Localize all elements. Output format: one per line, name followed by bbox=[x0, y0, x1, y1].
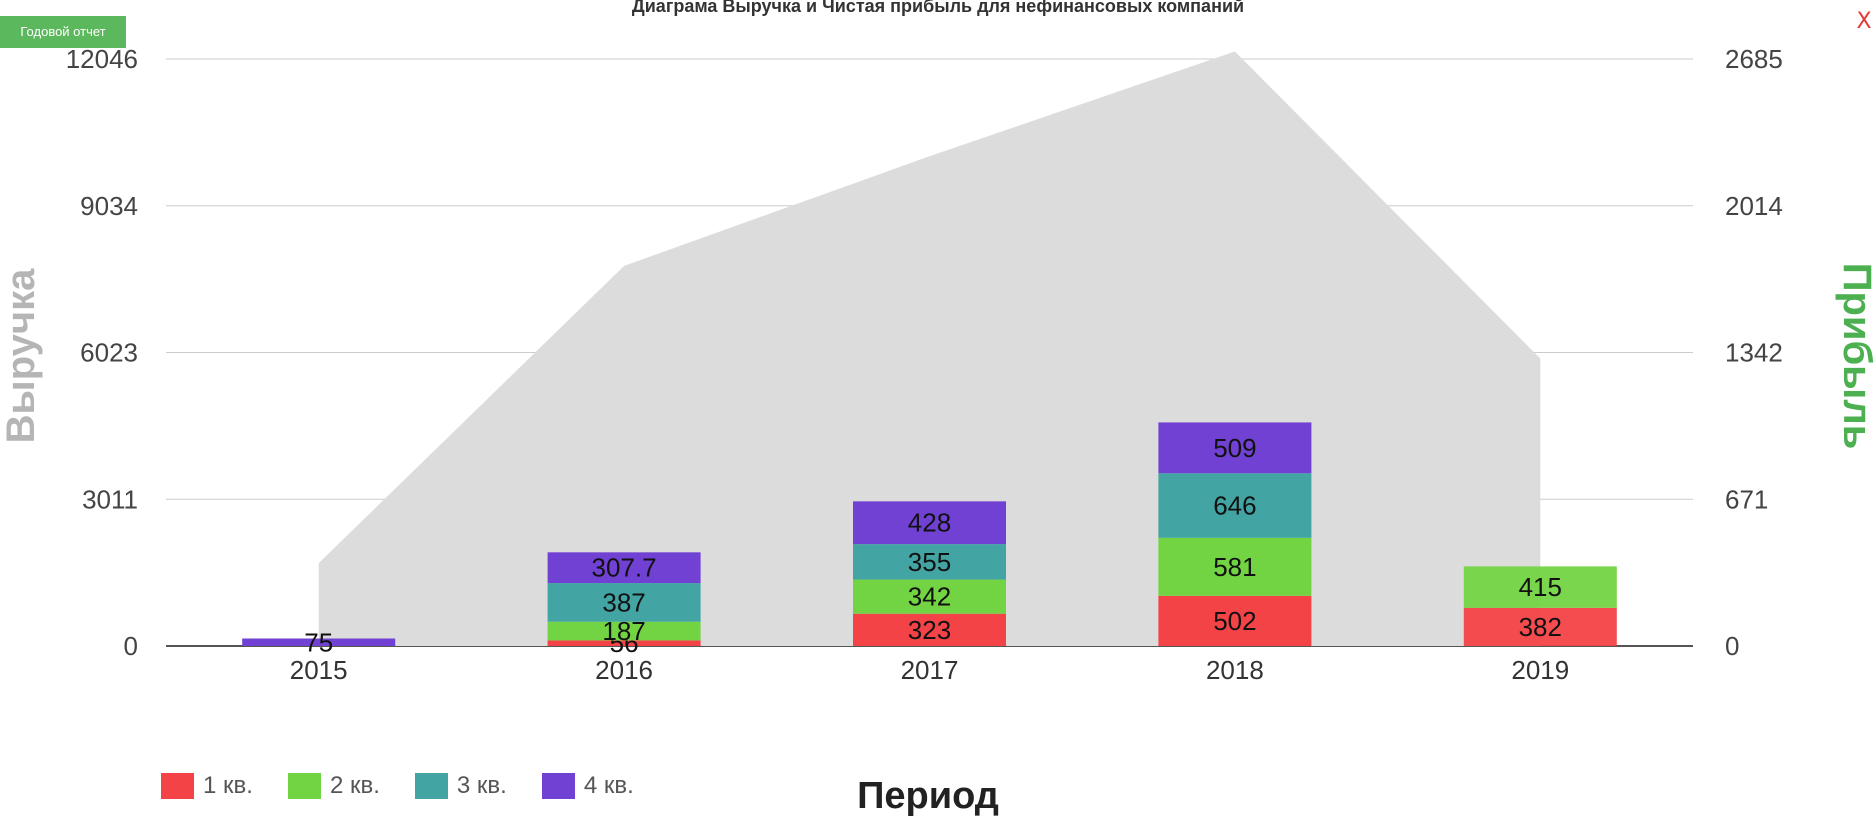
bar-segment[interactable] bbox=[547, 552, 701, 584]
left-axis-title: Выручка bbox=[0, 268, 43, 443]
bar-segment[interactable] bbox=[853, 544, 1006, 580]
bar-value-label: 646 bbox=[1213, 491, 1256, 521]
right-tick-label: 1342 bbox=[1725, 338, 1783, 368]
right-tick-label: 0 bbox=[1725, 631, 1739, 661]
x-tick-label: 2015 bbox=[290, 655, 348, 685]
annual-report-button[interactable]: Годовой отчет bbox=[0, 16, 126, 48]
bar-value-label: 323 bbox=[908, 615, 951, 645]
right-tick-label: 2014 bbox=[1725, 191, 1783, 221]
x-tick-label: 2016 bbox=[595, 655, 653, 685]
bar-value-label: 75 bbox=[304, 627, 333, 657]
bar-value-label: 581 bbox=[1213, 552, 1256, 582]
bar-value-label: 387 bbox=[602, 587, 645, 617]
legend-item[interactable]: 3 кв. bbox=[414, 772, 507, 800]
bar-value-label: 342 bbox=[908, 582, 951, 612]
bar-value-label: 355 bbox=[908, 547, 951, 577]
close-icon[interactable]: X bbox=[1856, 9, 1872, 34]
legend-item[interactable]: 2 кв. bbox=[287, 772, 380, 800]
bar-segment[interactable] bbox=[242, 638, 396, 646]
legend-item[interactable]: 4 кв. bbox=[541, 772, 634, 800]
bar-segment[interactable] bbox=[853, 613, 1006, 646]
legend-item[interactable]: 1 кв. bbox=[161, 772, 253, 800]
bar-segment[interactable] bbox=[1158, 473, 1312, 538]
bar-value-label: 307.7 bbox=[592, 553, 657, 583]
chart-title: Диаграма Выручка и Чистая прибыль для не… bbox=[631, 0, 1245, 16]
bar-segment[interactable] bbox=[1463, 607, 1617, 646]
left-tick-label: 3011 bbox=[82, 484, 138, 514]
x-tick-label: 2019 bbox=[1511, 655, 1569, 685]
bar-value-label: 509 bbox=[1213, 433, 1256, 463]
right-tick-label: 2685 bbox=[1725, 44, 1783, 74]
bar-value-label: 415 bbox=[1519, 572, 1562, 602]
legend-label: 3 кв. bbox=[456, 772, 507, 799]
bar-segment[interactable] bbox=[547, 583, 701, 622]
x-axis-title: Период bbox=[857, 775, 999, 817]
right-axis-title: Прибыль bbox=[1835, 263, 1876, 450]
bar-segment[interactable] bbox=[1158, 537, 1312, 596]
x-tick-label: 2018 bbox=[1206, 655, 1264, 685]
legend-swatch bbox=[541, 773, 575, 799]
bar-segment[interactable] bbox=[853, 501, 1006, 545]
legend-swatch bbox=[161, 773, 194, 799]
bar-segment[interactable] bbox=[547, 640, 701, 646]
legend: 1 кв. 2 кв. 3 кв. 4 кв. bbox=[161, 772, 669, 800]
legend-swatch bbox=[414, 773, 448, 799]
bar-value-label: 382 bbox=[1519, 612, 1562, 642]
left-tick-label: 0 bbox=[124, 631, 138, 661]
left-tick-label: 6023 bbox=[80, 338, 138, 368]
legend-swatch bbox=[287, 773, 321, 799]
legend-label: 1 кв. bbox=[203, 772, 253, 799]
left-tick-label: 12046 bbox=[66, 44, 138, 74]
bar-segment[interactable] bbox=[1158, 422, 1312, 474]
bar-value-label: 428 bbox=[908, 508, 951, 538]
bar-segment[interactable] bbox=[853, 579, 1006, 614]
bar-segment[interactable] bbox=[1158, 595, 1312, 646]
left-tick-label: 9034 bbox=[80, 191, 138, 221]
bar-segment[interactable] bbox=[1463, 566, 1617, 608]
bar-value-label: 502 bbox=[1213, 606, 1256, 636]
legend-label: 4 кв. bbox=[583, 772, 634, 799]
x-tick-label: 2017 bbox=[901, 655, 959, 685]
right-tick-label: 671 bbox=[1725, 484, 1768, 514]
legend-label: 2 кв. bbox=[329, 772, 380, 799]
bar-segment[interactable] bbox=[547, 621, 701, 641]
